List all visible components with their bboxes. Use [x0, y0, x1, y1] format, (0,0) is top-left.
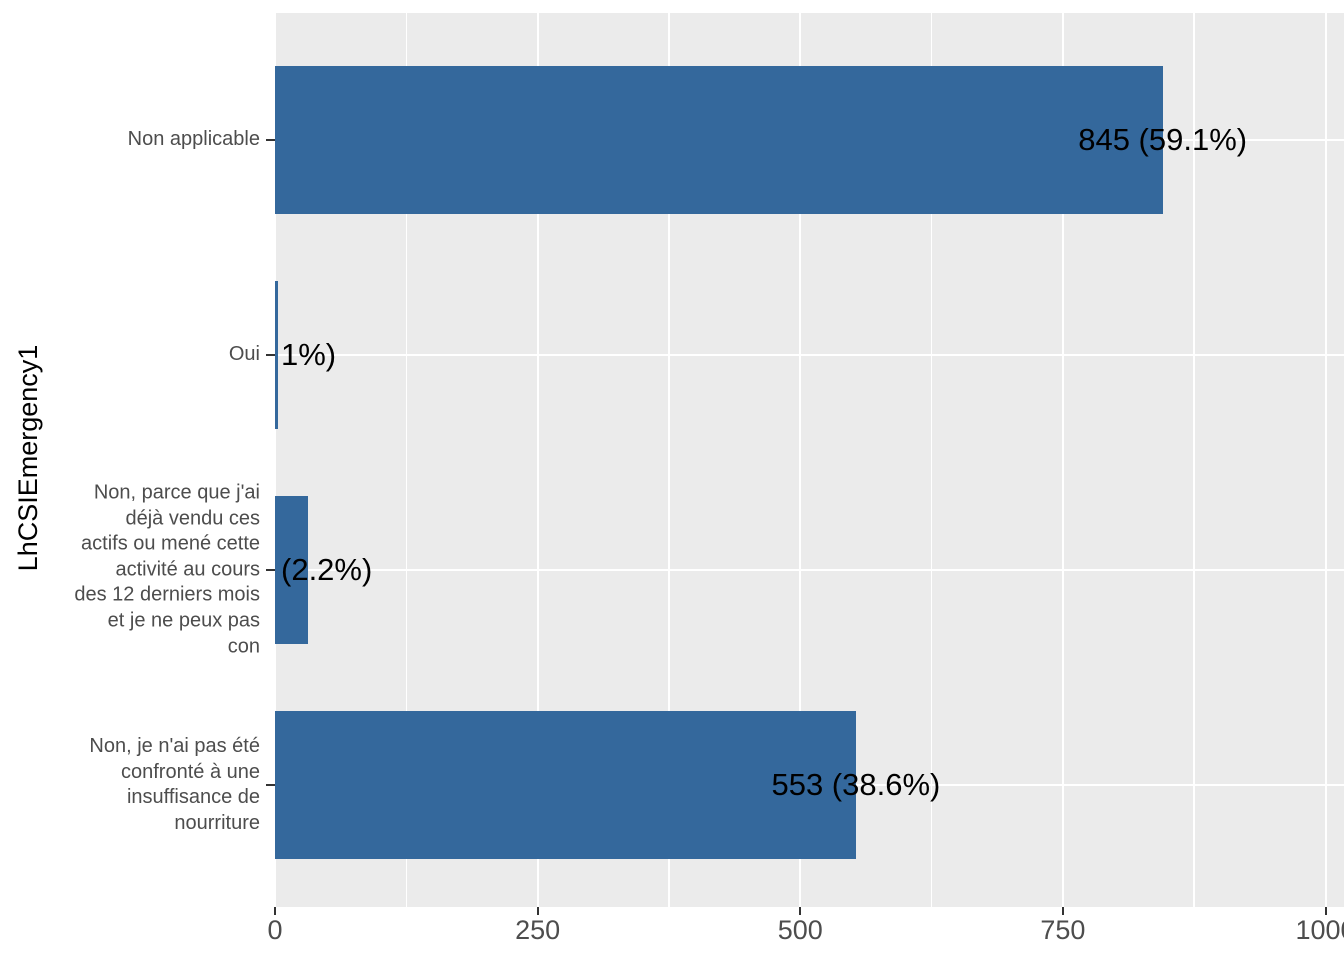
x-axis-tick — [799, 907, 802, 915]
bar-value-label: 553 (38.6%) — [771, 767, 941, 802]
y-axis-title: LhCSIEmergency1 — [13, 344, 43, 572]
bar — [275, 281, 278, 429]
y-axis-tick — [266, 569, 275, 571]
y-axis-tick — [266, 139, 275, 141]
x-axis-tick-label: 1000 — [1295, 915, 1344, 945]
minor-gridline-x — [405, 13, 408, 907]
x-axis-tick-label: 750 — [1040, 915, 1086, 945]
bar — [275, 711, 856, 859]
bar — [275, 496, 308, 644]
x-axis-tick — [1061, 907, 1064, 915]
minor-gridline-x — [668, 13, 670, 907]
x-axis-tick — [536, 907, 539, 915]
major-gridline-x — [275, 13, 276, 907]
minor-gridline-x — [930, 13, 933, 907]
plot-panel: 845 (59.1%) 1%) (2.2%) 553 (38.6%) — [275, 13, 1344, 907]
y-axis-tick — [266, 354, 275, 356]
x-axis-tick — [274, 907, 276, 915]
minor-gridline-x — [1193, 13, 1195, 907]
major-gridline-x — [1061, 13, 1064, 907]
major-gridline-y — [275, 354, 1344, 356]
y-axis-category-label: Non applicable — [127, 128, 260, 151]
x-axis-tick-label: 500 — [777, 915, 823, 945]
y-axis-category-label: Non, je n'ai pas été confronté à une ins… — [89, 734, 260, 834]
major-gridline-y — [275, 569, 1344, 571]
bar-value-label: 845 (59.1%) — [1078, 122, 1248, 157]
y-axis-category-label: Oui — [228, 343, 260, 366]
y-axis-tick — [266, 784, 275, 786]
major-gridline-x — [799, 13, 802, 907]
major-gridline-x — [536, 13, 539, 907]
y-axis-category-label: Non, parce que j'ai déjà vendu ces actif… — [74, 481, 260, 657]
x-axis-tick-label: 0 — [267, 915, 283, 945]
bar-value-label: 1%) — [281, 337, 337, 372]
bar-value-label: (2.2%) — [281, 552, 373, 587]
x-axis-tick — [1324, 907, 1327, 915]
bar — [275, 66, 1163, 214]
x-axis-tick-label: 250 — [515, 915, 561, 945]
major-gridline-x — [1324, 13, 1327, 907]
